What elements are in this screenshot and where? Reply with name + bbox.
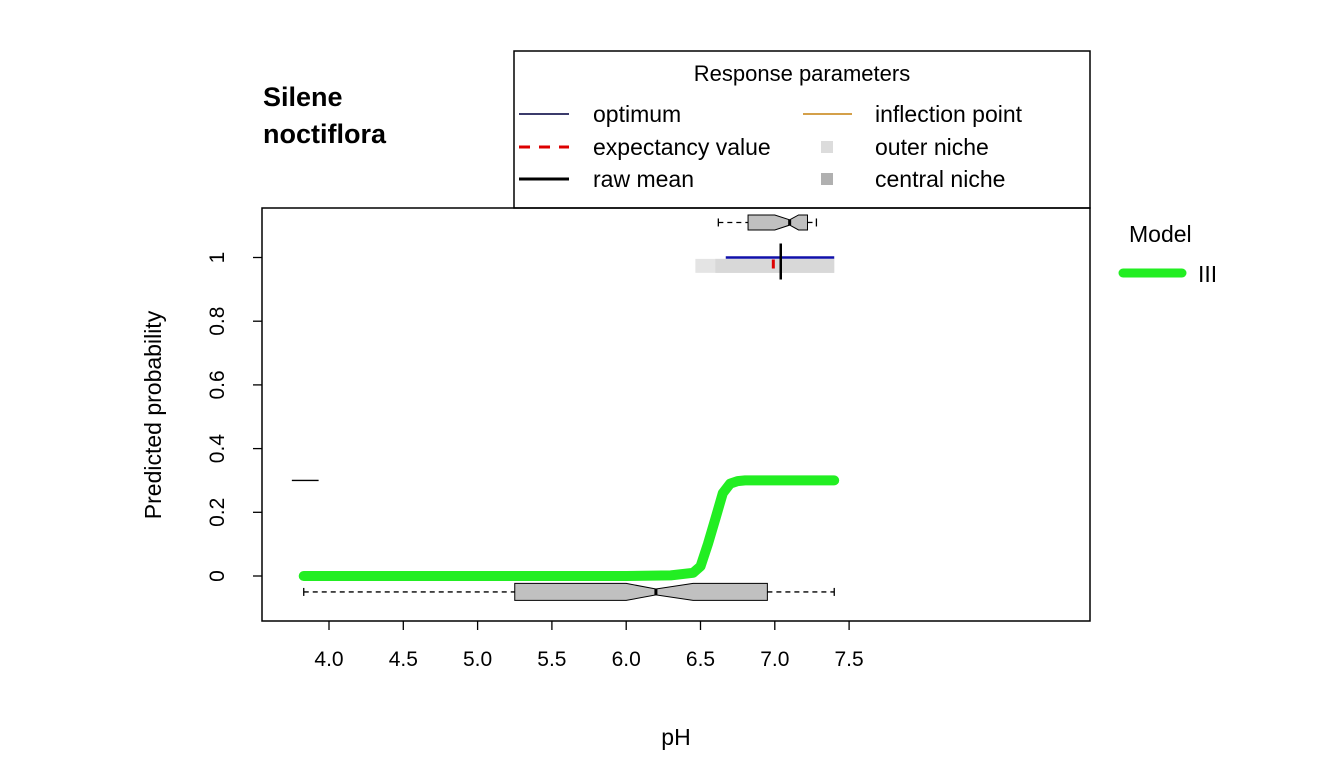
x-tick-label: 5.5 — [537, 648, 566, 671]
x-tick-label: 4.5 — [389, 648, 418, 671]
y-tick-label: 1 — [206, 252, 229, 264]
y-tick-label: 0.2 — [206, 498, 229, 527]
x-tick-label: 6.0 — [612, 648, 641, 671]
chart-title-line-1: Silene — [263, 82, 343, 112]
legend-central-niche-key — [821, 173, 833, 185]
legend-outer-niche-key — [821, 141, 833, 153]
y-axis: 0 0.2 0.4 0.6 0.8 1 — [206, 252, 262, 582]
boxplot-presence-box — [747, 214, 808, 231]
legend-inflection-label: inflection point — [875, 101, 1023, 127]
x-axis: 4.0 4.5 5.0 5.5 6.0 6.5 7.0 7.5 — [314, 621, 864, 671]
legend-response-parameters: Response parameters optimum expectancy v… — [513, 50, 1091, 209]
legend-model-title: Model — [1129, 221, 1192, 247]
legend-model-label: III — [1198, 261, 1217, 287]
legend-outer-niche-label: outer niche — [875, 134, 989, 160]
y-tick-label: 0.6 — [206, 370, 229, 399]
legend-expectancy-label: expectancy value — [593, 134, 771, 160]
legend-central-niche-label: central niche — [875, 166, 1005, 192]
legend-model: Model III — [1118, 221, 1217, 287]
y-tick-label: 0.4 — [206, 434, 229, 464]
x-axis-label: pH — [661, 724, 690, 750]
y-tick-label: 0.8 — [206, 307, 229, 336]
x-tick-label: 5.0 — [463, 648, 492, 671]
legend-raw-mean-label: raw mean — [593, 166, 694, 192]
chart-marks — [291, 214, 840, 601]
legend-params-box — [513, 50, 1091, 209]
x-tick-label: 7.5 — [834, 648, 863, 671]
legend-params-title: Response parameters — [694, 61, 910, 86]
x-tick-label: 4.0 — [314, 648, 343, 671]
legend-optimum-label: optimum — [593, 101, 681, 127]
y-axis-label: Predicted probability — [140, 310, 166, 519]
boxplot-all-box — [514, 582, 768, 601]
y-tick-label: 0 — [206, 570, 229, 582]
chart-title-line-2: noctiflora — [263, 119, 387, 149]
x-tick-label: 7.0 — [760, 648, 789, 671]
x-tick-label: 6.5 — [686, 648, 715, 671]
plot-frame — [261, 207, 1091, 622]
series-line-III — [298, 475, 840, 581]
